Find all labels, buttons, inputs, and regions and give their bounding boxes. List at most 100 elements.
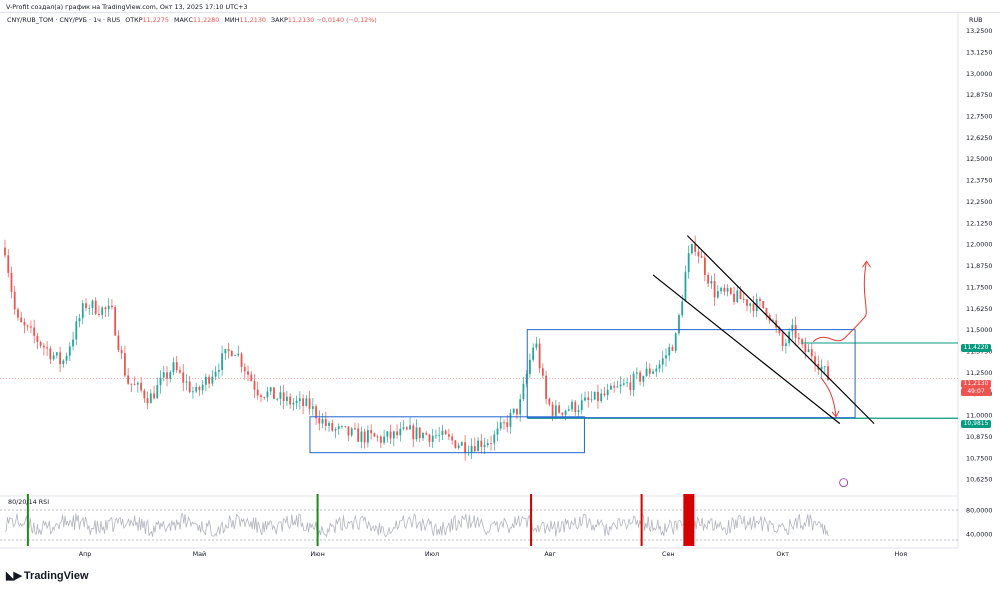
- candle-body: [217, 369, 220, 372]
- candle-body: [564, 410, 567, 415]
- candle-body: [535, 343, 538, 348]
- candle-body: [428, 434, 431, 442]
- candle-body: [224, 349, 227, 354]
- candle-body: [425, 433, 428, 435]
- candle-body: [376, 436, 379, 438]
- candle-body: [337, 426, 340, 430]
- candle-body: [593, 391, 596, 400]
- candle-body: [7, 255, 10, 273]
- logo-text: TradingView: [23, 569, 89, 582]
- candle-body: [703, 257, 706, 275]
- candle-body: [405, 427, 408, 430]
- candle-body: [687, 253, 690, 273]
- price-tick-label: 12,1250: [966, 219, 992, 227]
- candle-body: [344, 426, 347, 428]
- tradingview-logo[interactable]: ◣▶ TradingView: [6, 569, 89, 583]
- candle-body: [328, 423, 330, 426]
- candle-body: [772, 320, 774, 322]
- candle-body: [746, 299, 748, 306]
- candle-body: [208, 376, 211, 384]
- candle-body: [567, 409, 570, 411]
- rsi-overbought-bar: [640, 494, 643, 546]
- candle-body: [759, 299, 761, 302]
- candle-body: [227, 349, 230, 351]
- candle-body: [159, 377, 162, 386]
- candle-body: [315, 406, 317, 419]
- candle-body: [75, 321, 78, 340]
- rsi-tick-label: 80,0000: [966, 507, 992, 515]
- symbol-legend[interactable]: CNY/RUB_TOM · CNY/РУБ · 1ч · RUS ОТКР11,…: [7, 16, 377, 24]
- symbol-name[interactable]: CNY/RUB_TOM · CNY/РУБ · 1ч · RUS: [7, 16, 121, 24]
- candle-body: [561, 412, 564, 415]
- drawings[interactable]: [0, 235, 958, 488]
- candle-body: [389, 431, 392, 439]
- candle-body: [781, 333, 784, 347]
- candle-body: [752, 303, 755, 312]
- candle-body: [684, 272, 687, 302]
- price-axis[interactable]: 13,2500 13,1250 13,0000 12,8750 12,7500 12,62…: [957, 12, 992, 548]
- candle-body: [120, 350, 123, 354]
- candle-body: [46, 347, 49, 349]
- candle-body: [324, 419, 327, 426]
- candle-body: [331, 423, 334, 431]
- candle-body: [33, 327, 36, 336]
- candle-body: [4, 247, 6, 256]
- candle-body: [17, 309, 19, 318]
- candle-body: [195, 386, 198, 392]
- candle-body: [742, 299, 745, 300]
- countdown-tag: 49:07: [961, 388, 991, 396]
- candle-body: [496, 428, 499, 435]
- candle-body: [341, 426, 343, 428]
- candle-body: [574, 401, 577, 413]
- candle-body: [107, 305, 110, 310]
- current-price-tag: 11,2130: [961, 380, 991, 388]
- candle-body: [188, 381, 191, 393]
- time-tick-label: Окт: [776, 550, 789, 558]
- candle-body: [619, 384, 622, 387]
- candle-body: [603, 393, 606, 396]
- high-value: 11,2280: [192, 16, 220, 24]
- candle-body: [85, 303, 87, 309]
- candle-body: [136, 382, 139, 385]
- candle-body: [298, 398, 301, 402]
- candle-body: [347, 426, 350, 436]
- time-tick-label: Авг: [544, 550, 556, 558]
- candle-body: [39, 341, 42, 346]
- candle-body: [26, 325, 29, 327]
- time-axis[interactable]: Апр Май Июн Июл Авг Сен Окт Ноя: [79, 550, 908, 558]
- candle-body: [613, 385, 616, 388]
- candle-body: [720, 287, 722, 292]
- price-axis-unit: RUB: [969, 16, 983, 24]
- candle-body: [827, 366, 829, 381]
- candle-body: [431, 435, 434, 442]
- candle-body: [266, 391, 269, 398]
- candle-body: [632, 373, 635, 391]
- close-value: 11,2130: [287, 16, 315, 24]
- rsi-label[interactable]: 80/20/14 RSI: [8, 498, 50, 506]
- candle-body: [700, 256, 703, 258]
- candle-body: [551, 404, 554, 416]
- candle-body: [473, 445, 476, 452]
- candle-body: [62, 360, 65, 365]
- candle-body: [823, 366, 826, 368]
- candle-body: [658, 364, 661, 369]
- event-marker-icon: [839, 478, 849, 488]
- price-tick-label: 12,2500: [966, 198, 992, 206]
- change-value: −0,0140 (−0,12%): [316, 16, 377, 24]
- candle-body: [775, 320, 778, 328]
- candle-body: [422, 433, 424, 439]
- candle-body: [402, 427, 405, 429]
- candle-body: [373, 433, 376, 437]
- candle-body: [486, 443, 489, 446]
- rsi-pane[interactable]: 80,0000 40,0000: [0, 494, 992, 549]
- candle-body: [580, 400, 583, 410]
- candle-body: [522, 383, 525, 400]
- candle-body: [237, 353, 240, 356]
- candle-body: [665, 355, 667, 359]
- candle-body: [334, 429, 337, 431]
- candle-body: [357, 428, 360, 442]
- rsi-line: [4, 513, 829, 538]
- candle-body: [305, 398, 308, 406]
- candle-body: [454, 440, 457, 449]
